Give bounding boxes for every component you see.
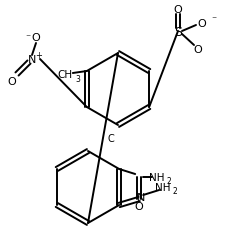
Text: O: O <box>194 45 202 55</box>
Text: NH: NH <box>150 172 165 182</box>
Text: O: O <box>198 19 206 29</box>
Text: 3: 3 <box>75 74 80 83</box>
Text: ⁻: ⁻ <box>212 15 216 25</box>
Text: O: O <box>135 201 143 211</box>
Text: ⁻: ⁻ <box>26 33 31 43</box>
Text: N: N <box>137 192 145 202</box>
Text: O: O <box>8 77 16 87</box>
Text: O: O <box>32 33 40 43</box>
Text: +: + <box>36 50 42 59</box>
Text: 2: 2 <box>173 187 178 196</box>
Text: O: O <box>174 5 182 15</box>
Text: CH: CH <box>57 70 72 80</box>
Text: S: S <box>174 25 182 38</box>
Text: C: C <box>108 134 114 143</box>
Text: NH: NH <box>155 182 171 192</box>
Text: N: N <box>28 55 36 65</box>
Text: 2: 2 <box>167 177 172 186</box>
